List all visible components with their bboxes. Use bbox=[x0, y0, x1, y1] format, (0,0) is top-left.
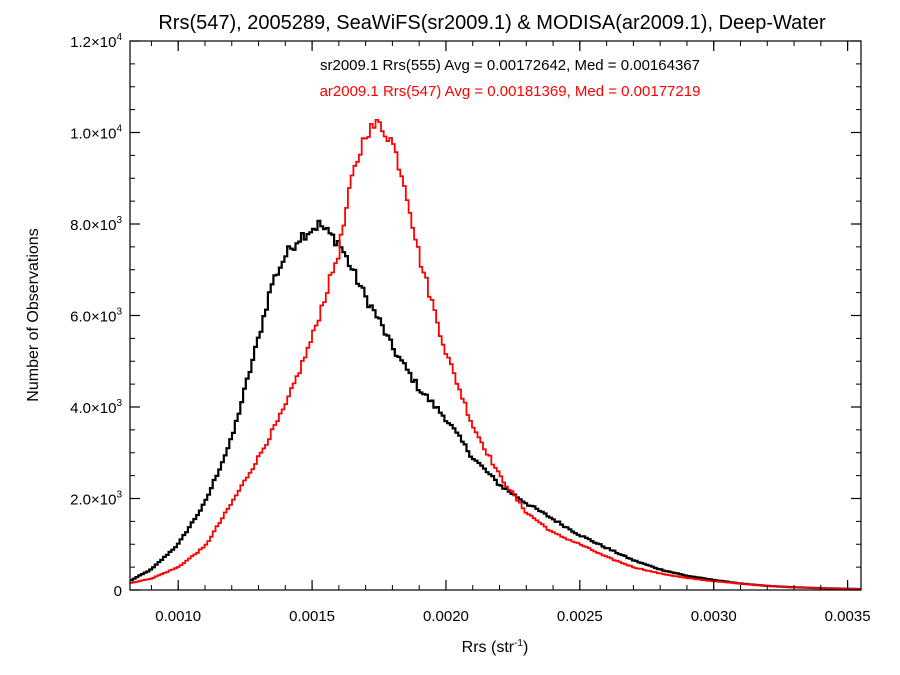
y-tick-label: 6.0×103 bbox=[70, 307, 122, 326]
histogram-series-red bbox=[130, 119, 861, 590]
y-tick-label: 1.0×104 bbox=[70, 124, 122, 143]
histogram-series-black bbox=[130, 219, 861, 591]
x-tick-label: 0.0025 bbox=[557, 608, 603, 625]
chart-title: Rrs(547), 2005289, SeaWiFS(sr2009.1) & M… bbox=[158, 12, 826, 34]
plot-lines bbox=[130, 119, 861, 591]
y-tick-label: 4.0×103 bbox=[70, 398, 122, 417]
y-tick-label: 0 bbox=[114, 583, 122, 600]
y-tick-label: 2.0×103 bbox=[70, 490, 122, 509]
y-tick-label: 1.2×104 bbox=[70, 32, 122, 51]
y-axis: 0 2.0×103 4.0×103 6.0×103 8.0×103 1.0×104 1.2×… bbox=[70, 32, 861, 600]
x-tick-label: 0.0030 bbox=[691, 608, 737, 625]
x-tick-label: 0.0035 bbox=[825, 608, 871, 625]
x-axis-title: Rrs (str-1) bbox=[462, 638, 529, 656]
x-tick-label: 0.0010 bbox=[155, 608, 201, 625]
x-axis: 0.0010 0.0015 0.0020 0.0025 0.0030 0.0035 bbox=[150, 41, 871, 625]
x-tick-label: 0.0015 bbox=[289, 608, 335, 625]
x-tick-label: 0.0020 bbox=[423, 608, 469, 625]
legend-label-black: sr2009.1 Rrs(555) Avg = 0.00172642, Med … bbox=[320, 57, 700, 74]
y-tick-label: 8.0×103 bbox=[70, 215, 122, 234]
legend-label-red: ar2009.1 Rrs(547) Avg = 0.00181369, Med … bbox=[320, 83, 701, 100]
y-axis-title: Number of Observations bbox=[25, 228, 42, 401]
plot-frame bbox=[129, 40, 862, 591]
